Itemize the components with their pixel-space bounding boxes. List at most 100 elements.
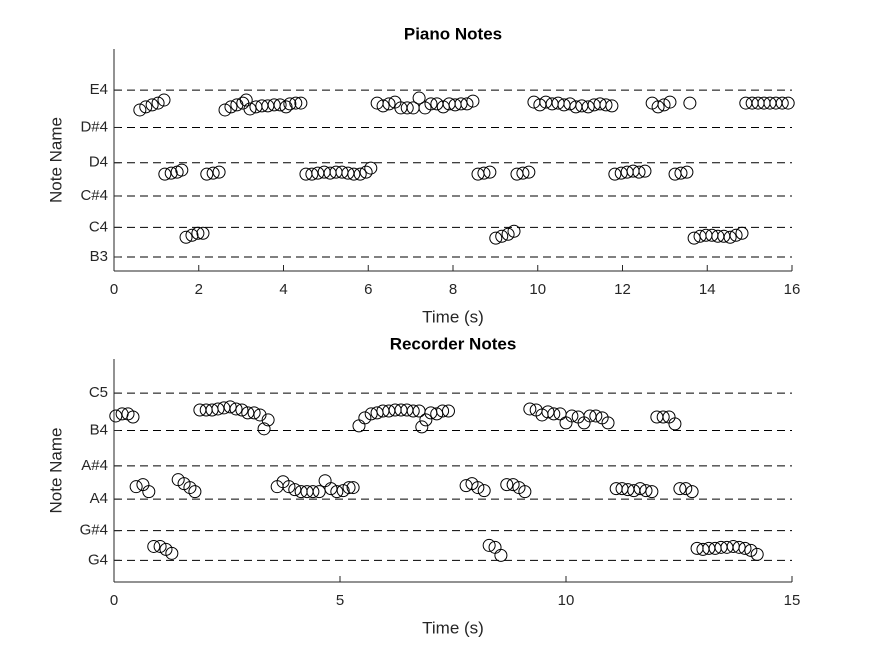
data-point <box>750 547 764 561</box>
data-point <box>200 167 214 181</box>
y-tick-label: E4 <box>90 81 108 98</box>
data-point <box>589 409 603 423</box>
data-point <box>324 482 338 496</box>
data-point <box>599 98 613 112</box>
data-point <box>460 97 474 111</box>
data-point <box>175 163 189 177</box>
y-tick-label: D4 <box>89 154 108 171</box>
data-point <box>179 230 193 244</box>
data-point <box>477 484 491 498</box>
data-point <box>283 97 297 111</box>
data-point <box>191 226 205 240</box>
data-point <box>153 539 167 553</box>
data-point <box>735 226 749 240</box>
y-axis-label: Note Name <box>46 428 65 514</box>
x-axis-label: Time (s) <box>422 618 484 637</box>
y-tick-label: G#4 <box>80 522 108 539</box>
data-point <box>224 100 238 114</box>
x-tick-label: 8 <box>449 281 457 298</box>
data-point <box>164 166 178 180</box>
data-point <box>441 404 455 418</box>
data-point <box>657 98 671 112</box>
y-axis-label: Note Name <box>46 117 65 203</box>
x-tick-label: 10 <box>558 592 575 609</box>
data-point <box>257 422 271 436</box>
data-point <box>147 539 161 553</box>
data-point <box>581 100 595 114</box>
data-point <box>235 403 249 417</box>
x-tick-label: 14 <box>699 281 716 298</box>
data-point <box>632 165 646 179</box>
data-point <box>683 96 697 110</box>
data-point <box>415 420 429 434</box>
data-point <box>364 161 378 175</box>
data-point <box>482 538 496 552</box>
data-point <box>483 165 497 179</box>
data-point <box>218 103 232 117</box>
data-point <box>196 226 210 240</box>
data-point <box>253 408 267 422</box>
data-point <box>633 482 647 496</box>
data-point <box>279 100 293 114</box>
data-point <box>489 231 503 245</box>
data-point <box>294 96 308 110</box>
data-point <box>185 228 199 242</box>
data-point <box>282 480 296 494</box>
data-point <box>336 484 350 498</box>
data-point <box>165 546 179 560</box>
y-tick-label: C5 <box>89 384 108 401</box>
data-point <box>346 481 360 495</box>
data-point <box>353 167 367 181</box>
data-point <box>183 481 197 495</box>
data-point <box>506 478 520 492</box>
y-tick-label: A4 <box>90 490 108 507</box>
y-tick-label: B3 <box>90 248 108 265</box>
data-point <box>516 166 530 180</box>
data-point <box>541 405 555 419</box>
data-point <box>523 402 537 416</box>
data-point <box>312 485 326 499</box>
data-point <box>382 97 396 111</box>
x-tick-label: 16 <box>784 281 801 298</box>
data-point <box>781 96 795 110</box>
data-point <box>158 167 172 181</box>
y-tick-label: D#4 <box>80 118 108 135</box>
chart-title: Recorder Notes <box>390 334 517 353</box>
data-point <box>738 541 752 555</box>
data-point <box>188 485 202 499</box>
y-tick-label: C4 <box>89 218 108 235</box>
data-point <box>239 93 253 107</box>
data-point <box>288 483 302 497</box>
data-point <box>668 417 682 431</box>
data-point <box>109 409 123 423</box>
data-point <box>212 165 226 179</box>
data-point <box>305 167 319 181</box>
data-point <box>507 224 521 238</box>
data-point <box>522 165 536 179</box>
data-point <box>500 478 514 492</box>
data-point <box>306 485 320 499</box>
data-point <box>605 99 619 113</box>
data-point <box>477 166 491 180</box>
data-point <box>608 167 622 181</box>
data-point <box>273 98 287 112</box>
x-tick-label: 0 <box>110 281 118 298</box>
x-tick-label: 10 <box>529 281 546 298</box>
data-point <box>565 409 579 423</box>
data-point <box>638 164 652 178</box>
y-tick-label: B4 <box>90 421 108 438</box>
data-point <box>645 485 659 499</box>
data-point <box>243 102 257 116</box>
data-point <box>424 97 438 111</box>
data-point <box>547 407 561 421</box>
data-point <box>129 480 143 494</box>
data-point <box>229 402 243 416</box>
x-tick-label: 12 <box>614 281 631 298</box>
data-point <box>501 227 515 241</box>
data-point <box>261 413 275 427</box>
data-point <box>663 95 677 109</box>
data-point <box>729 228 743 242</box>
data-point <box>126 410 140 424</box>
